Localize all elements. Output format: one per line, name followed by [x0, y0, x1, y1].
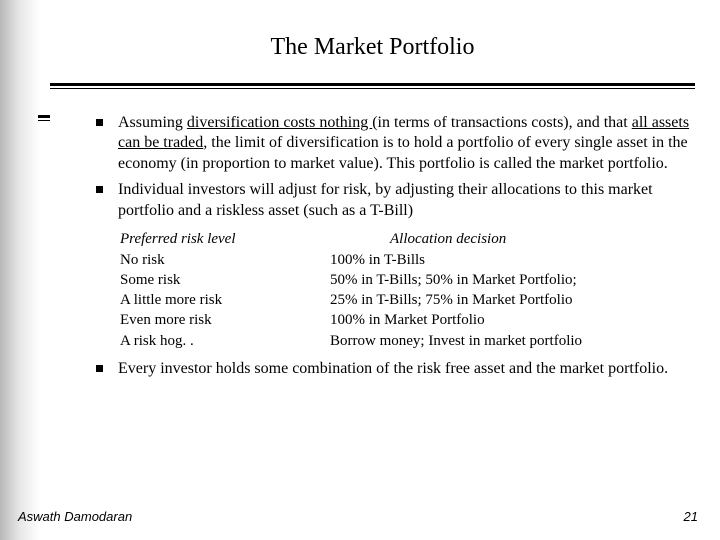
table-header-left: Preferred risk level — [120, 229, 330, 249]
table-row: A little more risk 25% in T-Bills; 75% i… — [120, 290, 695, 310]
footer-page-number: 21 — [684, 509, 698, 524]
slide-title: The Market Portfolio — [50, 34, 695, 61]
table-header-row: Preferred risk level Allocation decision — [120, 229, 695, 249]
slide-footer: Aswath Damodaran 21 — [18, 509, 698, 524]
left-gradient-bar — [0, 0, 40, 540]
table-row: No risk 100% in T-Bills — [120, 250, 695, 270]
table-row: Even more risk 100% in Market Portfolio — [120, 310, 695, 330]
table-cell: A little more risk — [120, 290, 330, 310]
table-row: A risk hog. . Borrow money; Invest in ma… — [120, 331, 695, 351]
bullet-underline: diversification costs nothing — [187, 114, 372, 131]
table-row: Some risk 50% in T-Bills; 50% in Market … — [120, 270, 695, 290]
table-cell: 50% in T-Bills; 50% in Market Portfolio; — [330, 270, 695, 290]
table-header-right: Allocation decision — [330, 229, 695, 249]
bullet-text: Every investor holds some combination of… — [118, 360, 668, 377]
table-cell: 25% in T-Bills; 75% in Market Portfolio — [330, 290, 695, 310]
bullet-text: Individual investors will adjust for ris… — [118, 181, 653, 218]
bullet-list: Every investor holds some combination of… — [50, 359, 695, 379]
title-rule — [50, 83, 695, 89]
table-cell: 100% in T-Bills — [330, 250, 695, 270]
bullet-item: Every investor holds some combination of… — [96, 359, 695, 379]
bullet-text: (in terms of transactions costs), and th… — [372, 114, 632, 131]
footer-author: Aswath Damodaran — [18, 509, 132, 524]
allocation-table: Preferred risk level Allocation decision… — [120, 229, 695, 351]
bullet-item: Assuming diversification costs nothing (… — [96, 113, 695, 174]
table-cell: A risk hog. . — [120, 331, 330, 351]
table-cell: Borrow money; Invest in market portfolio — [330, 331, 695, 351]
bullet-item: Individual investors will adjust for ris… — [96, 180, 695, 221]
table-cell: 100% in Market Portfolio — [330, 310, 695, 330]
bullet-list: Assuming diversification costs nothing (… — [50, 113, 695, 221]
bullet-text: Assuming — [118, 114, 187, 131]
slide-content: The Market Portfolio Assuming diversific… — [40, 0, 720, 540]
table-cell: Even more risk — [120, 310, 330, 330]
table-cell: Some risk — [120, 270, 330, 290]
table-cell: No risk — [120, 250, 330, 270]
bullet-text: , the limit of diversification is to hol… — [118, 134, 688, 171]
rule-notch — [38, 115, 50, 133]
